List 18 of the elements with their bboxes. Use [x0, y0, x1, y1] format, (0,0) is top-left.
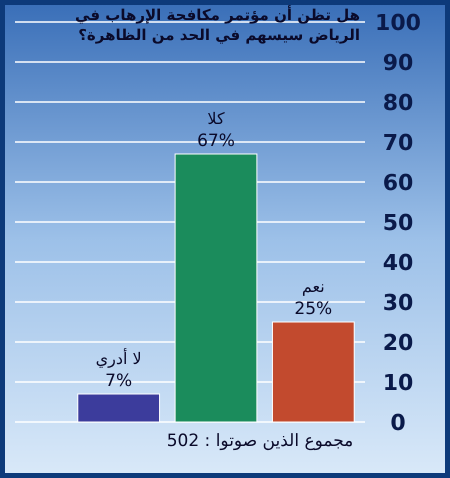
- y-tick-label: 100: [375, 11, 421, 36]
- y-tick-label: 80: [382, 91, 414, 116]
- x-tick-label: كلا: [207, 109, 225, 128]
- y-tick-label: 0: [390, 411, 406, 436]
- x-tick-label: لا أدري: [96, 348, 142, 368]
- y-tick-label: 90: [382, 51, 414, 76]
- y-tick-label: 20: [382, 331, 414, 356]
- y-tick-label: 30: [382, 291, 414, 316]
- y-tick-label: 70: [382, 131, 414, 156]
- y-tick-label: 50: [382, 211, 414, 236]
- x-tick-label: نعم: [302, 277, 325, 296]
- y-tick-label: 60: [382, 171, 414, 196]
- y-tick-label: 40: [382, 251, 414, 276]
- text: مجموع الذين صوتوا : 502: [166, 431, 354, 451]
- data-label: 25%: [294, 299, 332, 319]
- y-tick-label: 10: [382, 371, 414, 396]
- chart-title: هل تظن أن مؤتمر مكافحة الإرهاب في الرياض سيسهم في الحد من الظاهرة؟: [75, 5, 360, 44]
- data-label: 7%: [105, 371, 132, 391]
